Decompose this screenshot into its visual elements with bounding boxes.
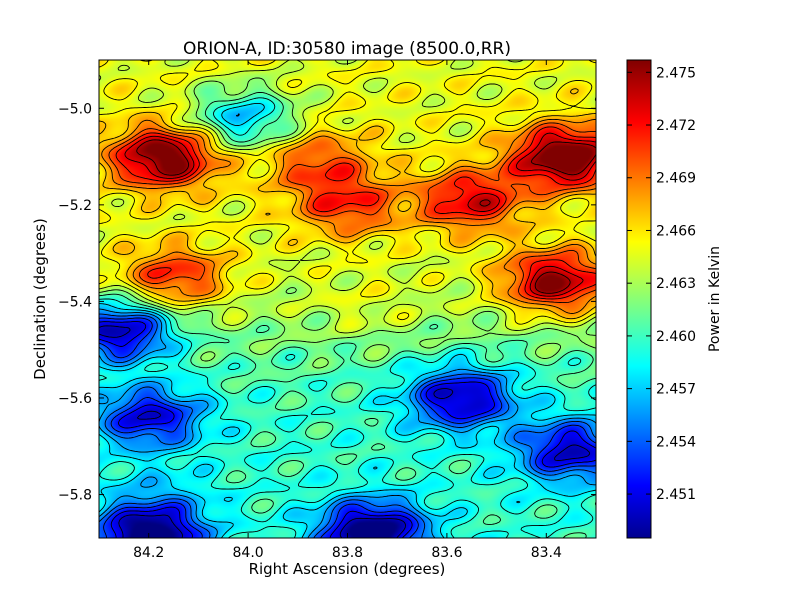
x-tick-label: 83.4 [531, 545, 562, 561]
colorbar-tick-label: 2.457 [656, 382, 696, 398]
contour-line [99, 313, 596, 538]
contour-line [99, 88, 596, 320]
colorbar-tick-label: 2.472 [656, 118, 696, 134]
contour-line [99, 60, 596, 334]
colorbar-tick-label: 2.475 [656, 65, 696, 81]
y-tick-label: −5.0 [58, 101, 92, 117]
y-tick-label: −5.8 [58, 488, 92, 504]
contour-line [99, 91, 596, 538]
contour-line [115, 126, 596, 300]
x-axis-ticks: 84.2 84.0 83.8 83.6 83.4 [133, 60, 562, 561]
colorbar-ticks: 2.451 2.454 2.457 2.460 2.463 2.466 2.469 2.472… [627, 65, 696, 503]
contour-line [99, 102, 596, 538]
colorbar: 2.451 2.454 2.457 2.460 2.463 2.466 2.469 2.472… [626, 59, 696, 539]
colorbar-frame [626, 59, 652, 539]
colorbar-tick-label: 2.451 [656, 487, 696, 503]
contour-line [99, 60, 596, 325]
contour-line [99, 77, 596, 369]
colorbar-gradient [627, 60, 651, 538]
contour-lines [99, 60, 596, 538]
plot-area: 84.2 84.0 83.8 83.6 83.4 −5.0−5.2−5.4−5.6−5.… [58, 59, 597, 561]
contour-line [99, 321, 596, 538]
contour-line [124, 132, 596, 297]
y-tick-label: −5.4 [58, 294, 92, 310]
contour-line [99, 317, 596, 538]
chart-title: ORION-A, ID:30580 image (8500.0,RR) [183, 39, 511, 59]
colorbar-tick-label: 2.469 [656, 171, 696, 187]
y-axis-label: Declination (degrees) [31, 218, 49, 380]
x-tick-label: 84.2 [133, 545, 164, 561]
colorbar-tick-label: 2.454 [656, 434, 696, 450]
colorbar-label: Power in Kelvin [707, 246, 723, 352]
contour-line [108, 122, 596, 304]
colorbar-tick-label: 2.460 [656, 329, 696, 345]
x-axis-label: Right Ascension (degrees) [249, 560, 446, 578]
contour-line [101, 118, 596, 314]
y-tick-label: −5.6 [58, 391, 92, 407]
colorbar-tick-label: 2.466 [656, 223, 696, 239]
x-tick-label: 84.0 [233, 545, 264, 561]
x-tick-label: 83.6 [431, 545, 462, 561]
colorbar-tick-label: 2.463 [656, 276, 696, 292]
x-tick-label: 83.8 [332, 545, 363, 561]
y-tick-label: −5.2 [58, 198, 92, 214]
contour-line [99, 97, 596, 538]
y-axis-ticks: −5.0 −5.2 −5.4 −5.6 −5.8 [58, 101, 596, 504]
contour-line [99, 325, 591, 538]
contour-line [99, 113, 596, 538]
